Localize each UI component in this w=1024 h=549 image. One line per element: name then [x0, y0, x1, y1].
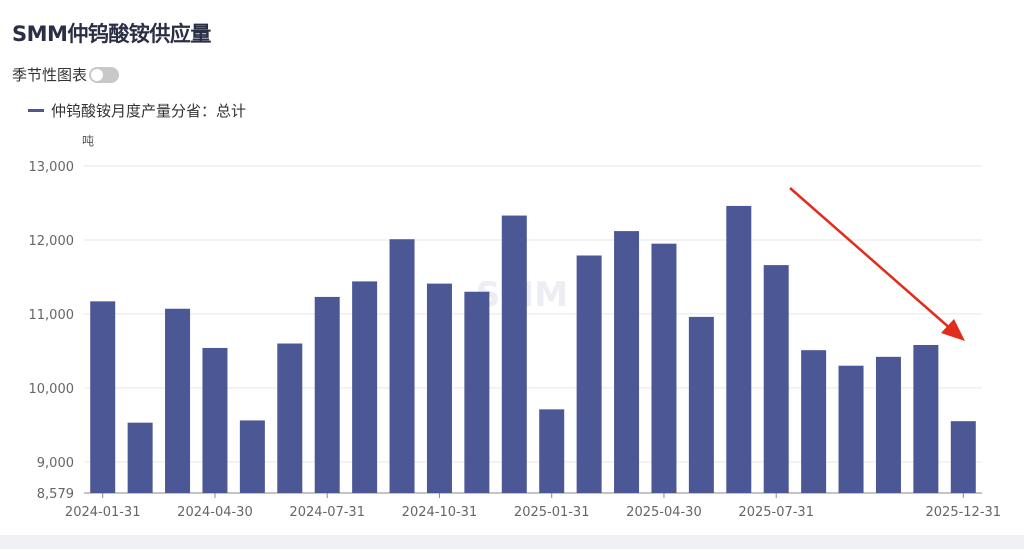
- bar-2024-07-31[interactable]: [314, 296, 340, 493]
- bar-2025-09-30[interactable]: [838, 365, 864, 493]
- x-tick-label: 2025-07-31: [738, 505, 814, 520]
- bar-2025-03-31[interactable]: [614, 231, 640, 493]
- seasonal-toggle-switch[interactable]: [89, 66, 120, 83]
- bar-2024-05-31[interactable]: [239, 420, 265, 493]
- legend-swatch: [28, 109, 44, 112]
- bar-2025-10-31[interactable]: [875, 356, 901, 493]
- bar-2025-04-30[interactable]: [651, 243, 677, 493]
- bar-2024-12-31[interactable]: [501, 215, 527, 494]
- bar-2025-01-31[interactable]: [539, 409, 565, 493]
- arrow-head: [941, 319, 965, 341]
- y-axis-unit: 吨: [82, 134, 95, 148]
- bar-2025-02-28[interactable]: [576, 255, 602, 493]
- y-tick-label: 9,000: [37, 456, 74, 471]
- bar-2025-11-30[interactable]: [913, 344, 939, 493]
- bar-2025-05-31[interactable]: [688, 316, 714, 493]
- bar-2024-01-31[interactable]: [90, 301, 116, 493]
- x-tick-label: 2024-01-31: [65, 505, 141, 520]
- y-tick-label: 12,000: [29, 234, 75, 249]
- x-tick-label: 2025-01-31: [514, 505, 590, 520]
- seasonal-toggle-label: 季节性图表: [12, 66, 88, 84]
- y-tick-label: 10,000: [29, 382, 75, 397]
- legend-label: 仲钨酸铵月度产量分省：总计: [51, 102, 247, 120]
- bar-2024-08-31[interactable]: [352, 281, 378, 493]
- trend-arrow: [789, 187, 965, 341]
- x-tick-label: 2024-10-31: [402, 505, 478, 520]
- x-tick-label: 2024-04-30: [177, 505, 253, 520]
- y-tick-label: 8,579: [37, 487, 74, 502]
- bar-2025-08-31[interactable]: [801, 350, 827, 493]
- bar-2025-12-31[interactable]: [950, 421, 976, 493]
- chart-title: SMM仲钨酸铵供应量: [12, 22, 211, 46]
- seasonal-toggle-row: 季节性图表: [12, 64, 120, 85]
- x-tick-label: 2025-04-30: [626, 505, 702, 520]
- footer-band: [0, 535, 1024, 549]
- bar-2024-06-30[interactable]: [277, 343, 303, 493]
- bar-2024-10-31[interactable]: [426, 283, 452, 493]
- bar-2025-07-31[interactable]: [763, 265, 789, 493]
- arrow-shaft: [789, 187, 953, 331]
- bar-2024-09-30[interactable]: [389, 239, 415, 493]
- toggle-knob: [91, 68, 104, 81]
- legend-item[interactable]: 仲钨酸铵月度产量分省：总计: [28, 100, 246, 121]
- x-tick-label: 2025-12-31: [926, 505, 1002, 520]
- bar-2025-06-30[interactable]: [726, 205, 752, 493]
- bar-2024-02-29[interactable]: [127, 422, 153, 493]
- y-tick-label: 13,000: [29, 160, 75, 175]
- bar-2024-03-31[interactable]: [165, 308, 191, 493]
- bar-2024-04-30[interactable]: [202, 347, 228, 493]
- bar-2024-11-30[interactable]: [464, 291, 490, 493]
- x-tick-label: 2024-07-31: [289, 505, 365, 520]
- y-tick-label: 11,000: [29, 308, 75, 323]
